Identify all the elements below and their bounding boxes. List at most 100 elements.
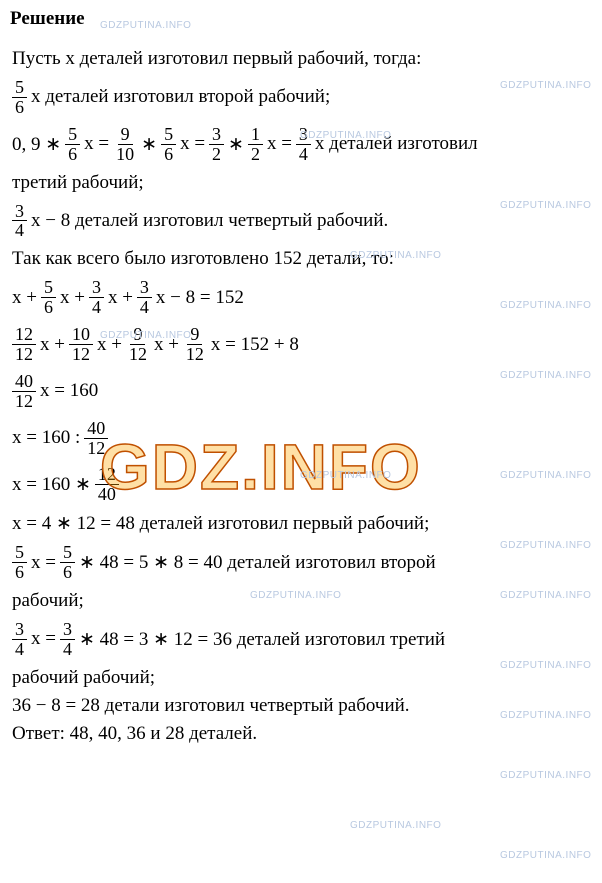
denominator: 12 <box>69 345 93 364</box>
line-8: 12 12 x + 10 12 x + 9 12 x + 9 12 x = 15… <box>10 325 592 364</box>
numerator: 3 <box>296 125 311 145</box>
text: Пусть x деталей изготовил первый рабочий… <box>12 48 421 70</box>
denominator: 4 <box>12 640 27 659</box>
denominator: 2 <box>248 145 263 164</box>
fraction-9-10: 9 10 <box>113 125 137 164</box>
text: x = <box>267 133 292 155</box>
text: x = <box>31 552 56 574</box>
denominator: 6 <box>12 563 27 582</box>
text: x = 152 + 8 <box>211 334 299 356</box>
text: ∗ 48 = 3 ∗ 12 = 36 деталей изготовил тре… <box>79 628 445 651</box>
numerator: 10 <box>69 325 93 345</box>
numerator: 5 <box>41 278 56 298</box>
text: x = 160 ∗ <box>12 473 91 496</box>
solution-title: Решение <box>10 8 592 30</box>
fraction-9-12: 9 12 <box>126 325 150 364</box>
text: 0, 9 ∗ <box>12 133 61 156</box>
line-13: 5 6 x = 5 6 ∗ 48 = 5 ∗ 8 = 40 деталей из… <box>10 543 592 582</box>
numerator: 3 <box>12 202 27 222</box>
fraction-10-12: 10 12 <box>69 325 93 364</box>
numerator: 9 <box>130 325 145 345</box>
text: ∗ <box>228 133 244 156</box>
line-7: x + 5 6 x + 3 4 x + 3 4 x − 8 = 152 <box>10 278 592 317</box>
text: x + <box>12 287 37 309</box>
numerator: 5 <box>12 543 27 563</box>
line-10: x = 160 : 40 12 <box>10 419 592 458</box>
numerator: 3 <box>60 620 75 640</box>
denominator: 12 <box>183 345 207 364</box>
fraction-12-12: 12 12 <box>12 325 36 364</box>
denominator: 12 <box>126 345 150 364</box>
line-5: 3 4 x − 8 деталей изготовил четвертый ра… <box>10 202 592 241</box>
text: x = 4 ∗ 12 = 48 деталей изготовил первый… <box>12 512 429 535</box>
line-2: 5 6 x деталей изготовил второй рабочий; <box>10 78 592 117</box>
denominator: 10 <box>113 145 137 164</box>
denominator: 4 <box>12 221 27 240</box>
text: x = <box>180 133 205 155</box>
numerator: 1 <box>248 125 263 145</box>
text: x = <box>31 628 56 650</box>
text: ∗ <box>141 133 157 156</box>
fraction-9-12: 9 12 <box>183 325 207 364</box>
line-16: рабочий рабочий; <box>10 667 592 689</box>
text: рабочий рабочий; <box>12 667 155 689</box>
denominator: 6 <box>12 98 27 117</box>
numerator: 3 <box>12 620 27 640</box>
text: x = 160 <box>40 380 98 402</box>
fraction-3-4: 3 4 <box>89 278 104 317</box>
denominator: 4 <box>89 298 104 317</box>
fraction-3-4: 3 4 <box>137 278 152 317</box>
denominator: 4 <box>137 298 152 317</box>
text: x + <box>60 287 85 309</box>
text: x − 8 = 152 <box>156 287 244 309</box>
line-18: Ответ: 48, 40, 36 и 28 деталей. <box>10 723 592 745</box>
denominator: 12 <box>84 439 108 458</box>
text: x деталей изготовил второй рабочий; <box>31 86 330 108</box>
fraction-40-12: 40 12 <box>12 372 36 411</box>
fraction-3-4: 3 4 <box>296 125 311 164</box>
line-14: рабочий; <box>10 590 592 612</box>
numerator: 3 <box>89 278 104 298</box>
fraction-5-6: 5 6 <box>65 125 80 164</box>
fraction-5-6: 5 6 <box>12 543 27 582</box>
numerator: 3 <box>137 278 152 298</box>
fraction-12-40: 12 40 <box>95 465 119 504</box>
denominator: 6 <box>161 145 176 164</box>
denominator: 6 <box>41 298 56 317</box>
numerator: 40 <box>12 372 36 392</box>
fraction-3-4: 3 4 <box>12 202 27 241</box>
fraction-5-6: 5 6 <box>161 125 176 164</box>
text: x − 8 деталей изготовил четвертый рабочи… <box>31 210 388 232</box>
denominator: 12 <box>12 345 36 364</box>
fraction-3-2: 3 2 <box>209 125 224 164</box>
text: x + <box>40 334 65 356</box>
line-6: Так как всего было изготовлено 152 детал… <box>10 248 592 270</box>
text: x деталей изготовил <box>315 133 478 155</box>
numerator: 12 <box>95 465 119 485</box>
line-11: x = 160 ∗ 12 40 <box>10 465 592 504</box>
fraction-1-2: 1 2 <box>248 125 263 164</box>
text: Так как всего было изготовлено 152 детал… <box>12 248 394 270</box>
numerator: 5 <box>12 78 27 98</box>
fraction-3-4: 3 4 <box>12 620 27 659</box>
line-4: третий рабочий; <box>10 172 592 194</box>
numerator: 40 <box>84 419 108 439</box>
fraction-3-4: 3 4 <box>60 620 75 659</box>
numerator: 9 <box>187 325 202 345</box>
text: x + <box>108 287 133 309</box>
numerator: 12 <box>12 325 36 345</box>
watermark: GDZPUTINA.INFO <box>500 770 591 781</box>
denominator: 4 <box>296 145 311 164</box>
text: рабочий; <box>12 590 84 612</box>
numerator: 9 <box>118 125 133 145</box>
numerator: 3 <box>209 125 224 145</box>
denominator: 12 <box>12 392 36 411</box>
text: x = <box>84 133 109 155</box>
fraction-40-12: 40 12 <box>84 419 108 458</box>
numerator: 5 <box>161 125 176 145</box>
line-12: x = 4 ∗ 12 = 48 деталей изготовил первый… <box>10 512 592 535</box>
text: третий рабочий; <box>12 172 144 194</box>
denominator: 2 <box>209 145 224 164</box>
denominator: 40 <box>95 485 119 504</box>
watermark: GDZPUTINA.INFO <box>500 850 591 861</box>
